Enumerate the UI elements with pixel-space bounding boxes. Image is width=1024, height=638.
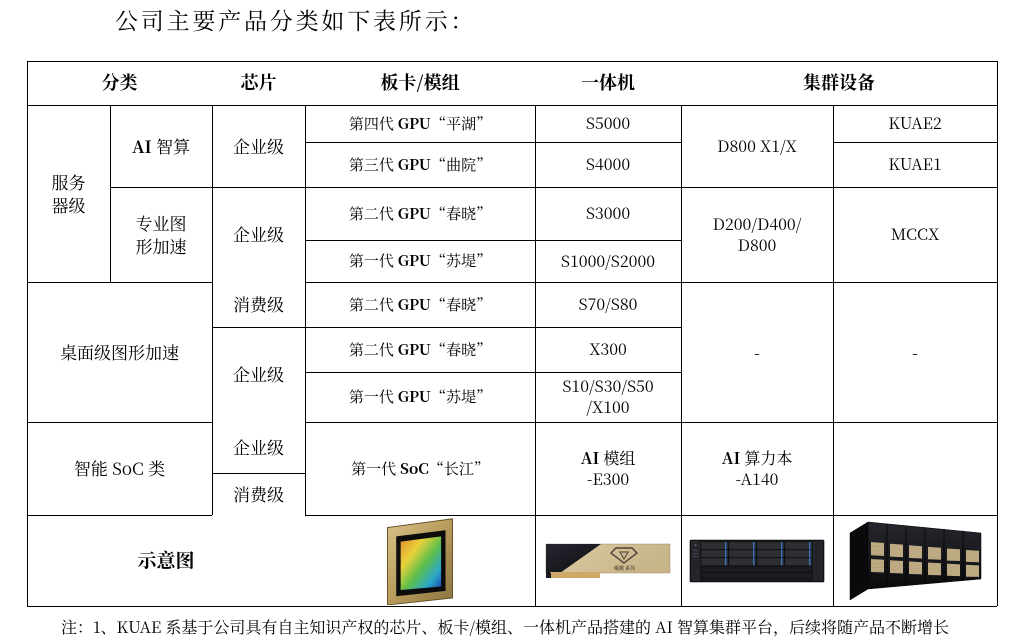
svg-text:曙翼 系列: 曙翼 系列 — [614, 565, 635, 572]
